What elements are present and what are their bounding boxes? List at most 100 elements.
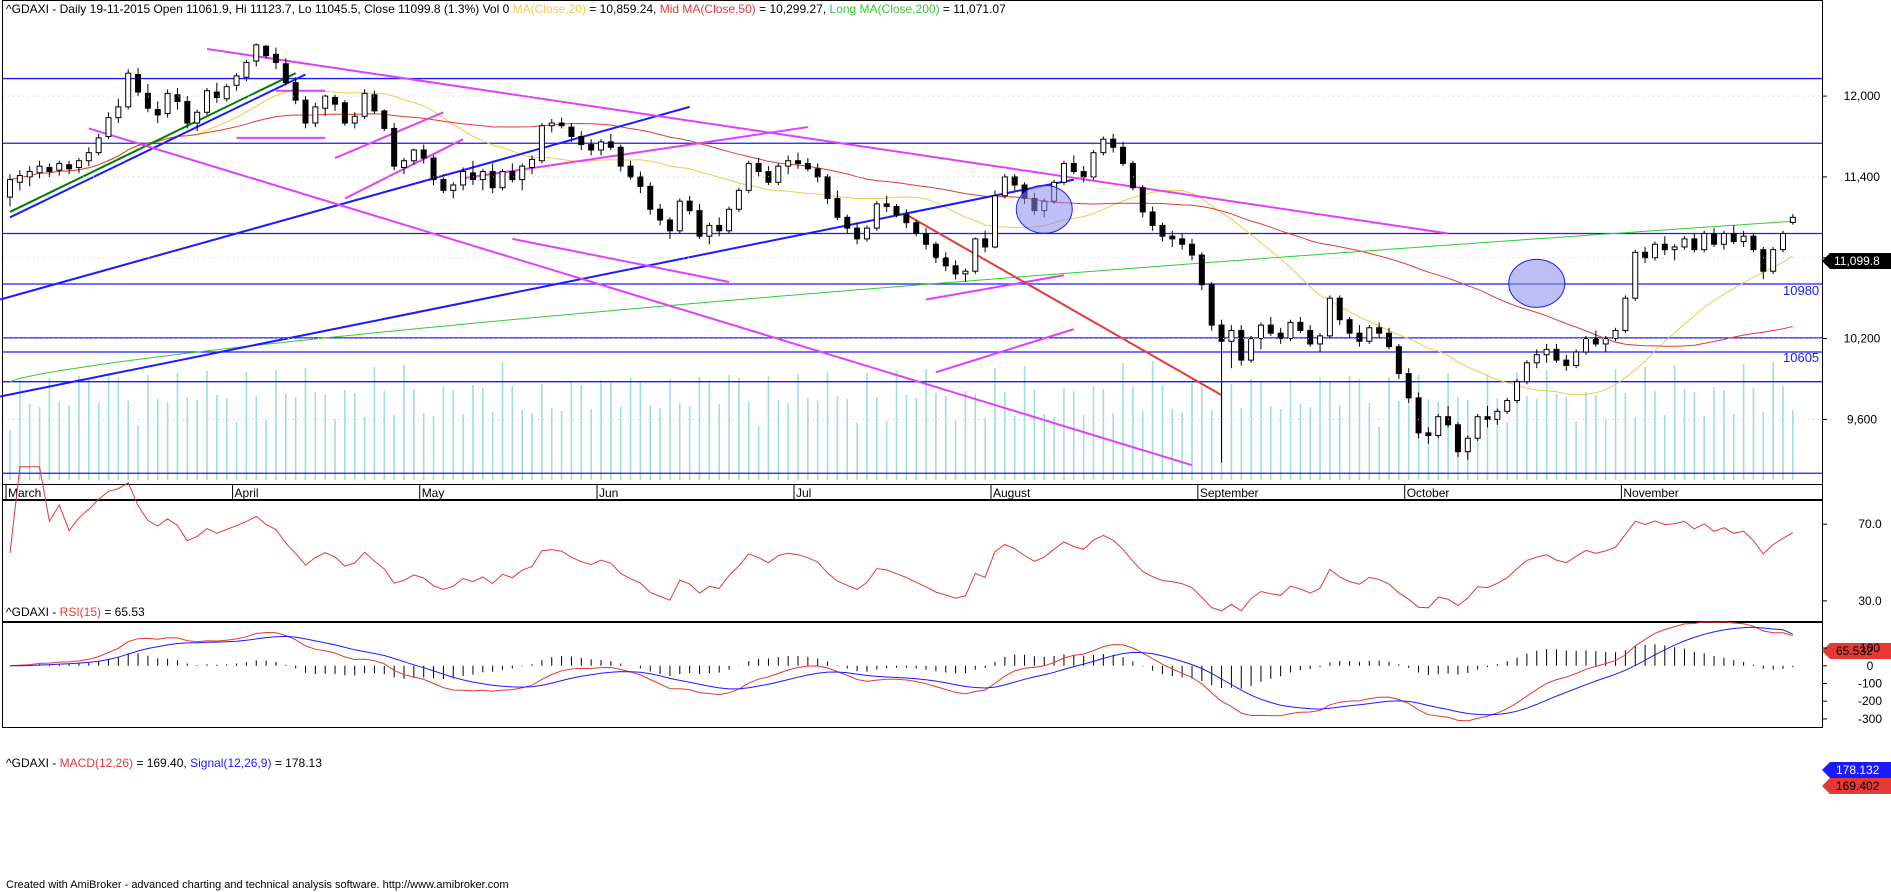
ma-long-value: = 11,071.07 (943, 2, 1006, 16)
candle-body (391, 127, 398, 167)
candle-body (785, 160, 792, 167)
candle-body (962, 270, 969, 275)
highlight-ellipse (1015, 184, 1073, 234)
candle-body (1218, 324, 1225, 342)
candle-body (755, 162, 762, 173)
level-label-10605: 10605 (1783, 350, 1819, 365)
candle-body (834, 197, 841, 218)
candle-body (361, 92, 368, 117)
macd-y-tick-label: 0 (1867, 659, 1874, 673)
candle-body (272, 53, 279, 63)
rsi-y-tick-label: 30.0 (1858, 594, 1882, 608)
xaxis-frame (2, 484, 1823, 500)
candle-body (1681, 238, 1688, 248)
candle-body (637, 176, 644, 187)
candle-body (1129, 162, 1136, 189)
candle-body (1514, 381, 1521, 402)
candle-body (854, 227, 861, 240)
candle-body (85, 152, 92, 162)
candle-body (1740, 235, 1747, 243)
rsi-last-tag: 65.532 (1822, 643, 1891, 659)
macd-series-line (9, 621, 1793, 722)
candle-body (735, 189, 742, 210)
candle-body (489, 171, 496, 189)
candle-body (16, 175, 23, 183)
candle-body (1632, 251, 1639, 299)
candle-body (1780, 232, 1786, 251)
candle-body (1001, 176, 1008, 197)
macd-histogram (19, 644, 1794, 689)
macd-header-prefix: ^GDAXI - (6, 756, 56, 770)
candle-body (1642, 251, 1649, 259)
candle-body (1297, 321, 1304, 331)
candle-body (233, 75, 240, 86)
candle-body (56, 162, 63, 171)
candle-body (1474, 416, 1481, 439)
candle-body (676, 200, 683, 232)
macd-value: = 169.40, (136, 756, 186, 770)
candle-body (883, 203, 890, 208)
candle-body (509, 171, 516, 181)
rsi-y-axis: 30.0 70.0 (1822, 517, 1882, 608)
highlight-ellipses (1015, 184, 1566, 308)
candle-body (942, 257, 949, 267)
candle-body (1454, 424, 1461, 453)
candle-body (627, 165, 634, 178)
candle-body (1770, 249, 1777, 272)
candle-body (1120, 146, 1127, 164)
magenta-channel-5 (925, 274, 1065, 301)
magenta-trendline-lower (88, 127, 1193, 467)
candle-body (923, 232, 930, 245)
candle-body (1553, 348, 1560, 361)
candle-body (588, 144, 595, 151)
candle-body (292, 82, 299, 101)
candle-body (1139, 187, 1146, 213)
candle-body (1169, 235, 1176, 240)
candle-body (666, 219, 673, 232)
ma-long-label: Long MA(Close,200) (830, 2, 940, 16)
macd-header: ^GDAXI - MACD(12,26) = 169.40, Signal(12… (6, 756, 322, 770)
candle-body (1346, 319, 1353, 334)
candle-body (1179, 238, 1186, 245)
signal-last-label: 178.132 (1836, 763, 1880, 777)
candle-body (410, 149, 417, 162)
candle-body (164, 92, 171, 115)
candle-body (1287, 321, 1294, 340)
candle-body (243, 61, 250, 78)
macd-y-tick-label: 100 (1860, 641, 1880, 655)
candle-body (184, 100, 191, 124)
candle-body (1366, 327, 1373, 342)
candle-body (322, 95, 329, 109)
candle-body (1060, 162, 1067, 183)
candle-body (1248, 338, 1255, 361)
candle-body (1228, 329, 1235, 342)
candle-body (538, 125, 545, 162)
x-tick-label: March (8, 486, 41, 500)
candle-body (775, 165, 782, 183)
candle-body (1612, 329, 1619, 340)
candle-body (982, 238, 989, 248)
candle-body (95, 137, 102, 154)
rsi-panel-frame (2, 500, 1823, 622)
candle-body (1750, 235, 1757, 251)
candle-body (1395, 346, 1402, 375)
green-trendline (9, 72, 297, 213)
candle-body (1277, 332, 1284, 340)
candle-body (46, 166, 53, 173)
candle-body (519, 165, 526, 181)
candle-body (1317, 335, 1324, 345)
candle-body (312, 106, 319, 124)
x-tick-label: October (1407, 486, 1450, 500)
candle-body (1661, 243, 1668, 251)
y-tick-label: 10,200 (1844, 332, 1881, 346)
moving-averages (9, 89, 1794, 396)
candle-body (302, 99, 309, 124)
candle-body (607, 141, 614, 148)
candle-body (371, 94, 378, 112)
signal-value: = 178.13 (275, 756, 322, 770)
rsi-y-tick-label: 70.0 (1858, 517, 1882, 531)
candle-body (332, 96, 339, 105)
blue-trendline-1 (9, 73, 306, 219)
candle-body (1189, 243, 1195, 256)
